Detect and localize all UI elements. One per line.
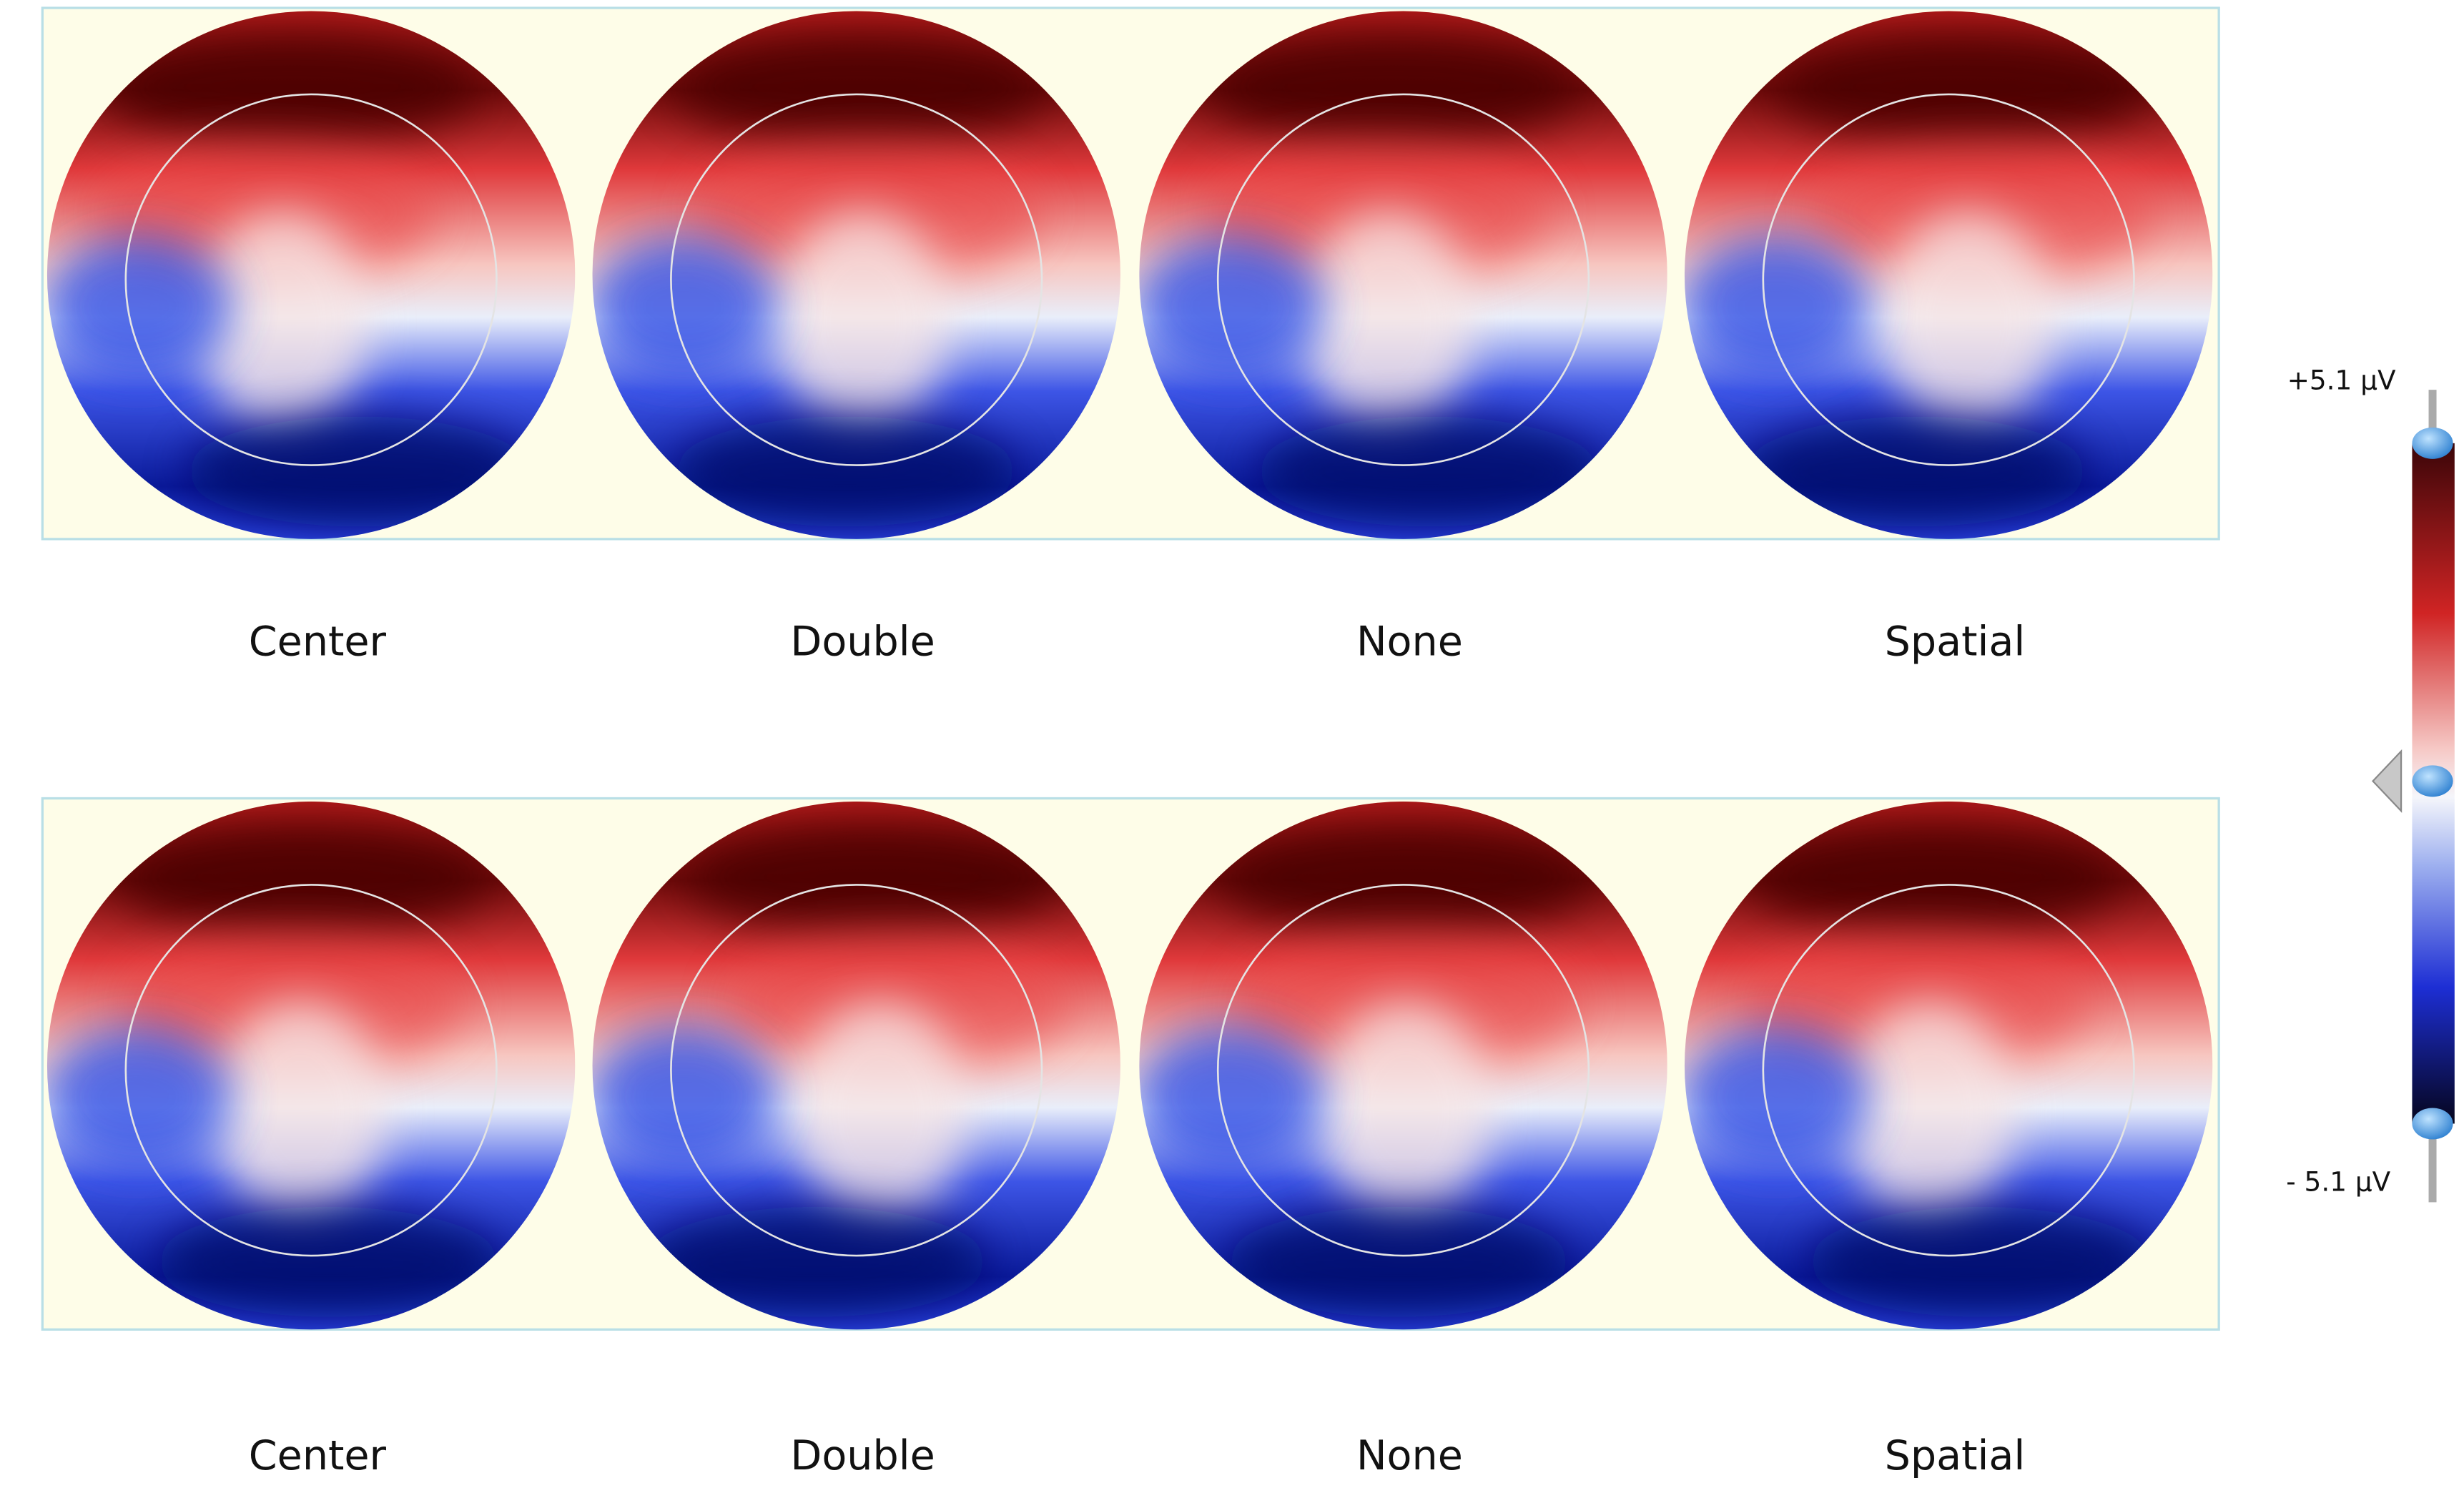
negative-left bbox=[1684, 235, 1871, 378]
positive-peak bbox=[684, 822, 1062, 932]
head-outline bbox=[670, 93, 1043, 466]
negative-peak bbox=[1743, 416, 2089, 527]
neutral-region bbox=[777, 212, 950, 433]
colorbar-pointer bbox=[2372, 749, 2403, 813]
positive-region bbox=[1235, 932, 1581, 1074]
topomap bbox=[592, 801, 1120, 1330]
head-outline bbox=[1216, 884, 1590, 1257]
topomap bbox=[1684, 11, 2213, 539]
negative-peak bbox=[642, 1206, 989, 1317]
colorbar-mid-handle bbox=[2412, 765, 2453, 797]
neutral-region bbox=[196, 212, 370, 433]
positive-peak bbox=[672, 31, 1050, 142]
colorbar-max-handle bbox=[2412, 427, 2453, 459]
neutral-region bbox=[1881, 212, 2055, 433]
head-outline bbox=[124, 884, 498, 1257]
negative-peak bbox=[155, 1206, 502, 1317]
positive-region bbox=[694, 141, 1040, 283]
condition-label: None bbox=[1356, 1432, 1463, 1479]
negative-peak bbox=[1807, 1206, 2153, 1317]
head-outline bbox=[1216, 93, 1590, 466]
negative-peak bbox=[1226, 1206, 1572, 1317]
negative-left bbox=[1139, 235, 1325, 378]
topomap bbox=[46, 801, 576, 1330]
condition-label: Double bbox=[790, 1432, 935, 1479]
colorbar-max-label: +5.1 µV bbox=[2287, 365, 2396, 396]
topomap bbox=[1139, 801, 1667, 1330]
topomap bbox=[1139, 11, 1667, 539]
colorbar-min-label: - 5.1 µV bbox=[2286, 1166, 2390, 1197]
head-outline bbox=[1762, 93, 2135, 466]
colorbar: +5.1 µV - 5.1 µV bbox=[2286, 365, 2455, 1203]
topomap bbox=[592, 11, 1120, 539]
negative-left bbox=[46, 1026, 233, 1168]
positive-region bbox=[1205, 141, 1552, 283]
condition-label: Center bbox=[249, 619, 387, 666]
condition-label: Spatial bbox=[1885, 1432, 2026, 1479]
condition-label: Center bbox=[249, 1432, 387, 1479]
colorbar-min-handle bbox=[2412, 1108, 2453, 1140]
positive-peak bbox=[1216, 822, 1594, 932]
head-outline bbox=[1762, 884, 2135, 1257]
panel-rows: Center Double None Spatial Center Double None S… bbox=[41, 6, 2220, 1479]
topomap bbox=[46, 11, 576, 539]
neutral-region bbox=[794, 1002, 967, 1223]
panel-row: Center Double None Spatial bbox=[41, 6, 2220, 666]
neutral-region bbox=[214, 1002, 388, 1223]
positive-region bbox=[1744, 932, 2090, 1074]
negative-left bbox=[592, 235, 778, 378]
head-outline bbox=[124, 93, 498, 466]
condition-label: Double bbox=[790, 619, 935, 666]
positive-region bbox=[121, 932, 467, 1074]
positive-region bbox=[1808, 141, 2155, 283]
condition-label: Spatial bbox=[1885, 619, 2026, 666]
panel-row: Center Double None Spatial bbox=[41, 797, 2220, 1479]
neutral-region bbox=[1301, 212, 1475, 433]
negative-left bbox=[1684, 1026, 1871, 1168]
negative-left bbox=[46, 235, 233, 378]
positive-peak bbox=[115, 822, 493, 932]
negative-left bbox=[1139, 1026, 1325, 1168]
neutral-region bbox=[1843, 1002, 2016, 1223]
positive-region bbox=[724, 932, 1070, 1074]
positive-peak bbox=[104, 31, 481, 142]
negative-left bbox=[592, 1026, 778, 1168]
negative-peak bbox=[185, 416, 531, 527]
neutral-region bbox=[1319, 1002, 1493, 1223]
topomap bbox=[1684, 801, 2213, 1330]
negative-peak bbox=[672, 416, 1019, 527]
head-outline bbox=[670, 884, 1043, 1257]
condition-label: None bbox=[1356, 619, 1463, 666]
negative-peak bbox=[1255, 416, 1602, 527]
